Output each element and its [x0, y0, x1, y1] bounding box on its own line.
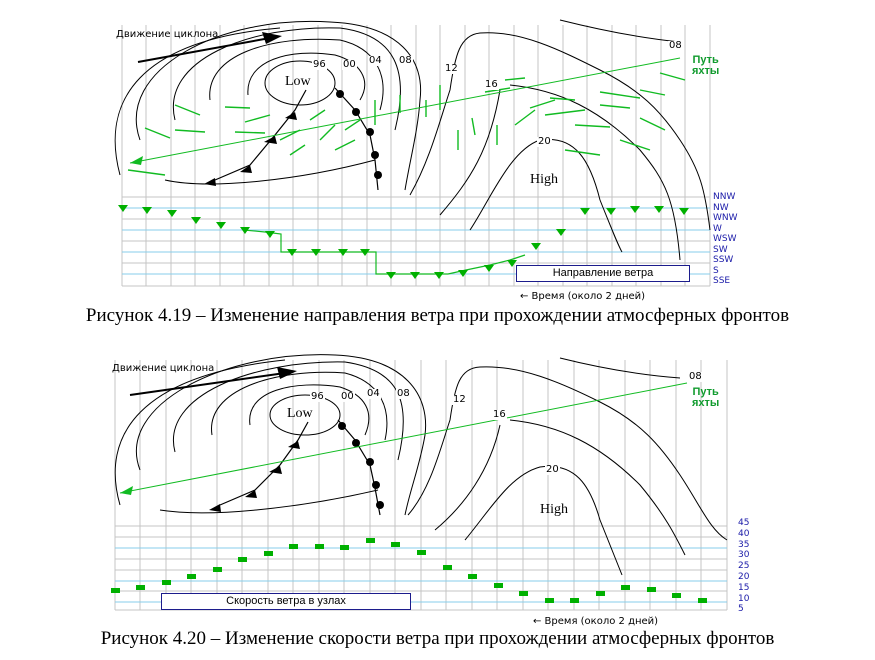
- axis-label-45: 45: [738, 518, 750, 528]
- isobar-label-16: 16: [484, 79, 499, 90]
- isobars: [114, 354, 728, 576]
- wind-direction-chart: [114, 19, 711, 287]
- vertical-grid: [114, 360, 728, 610]
- yacht-path-label-line1: Путь: [692, 386, 719, 398]
- axis-label-15: 15: [738, 582, 750, 593]
- legend-wind-direction: Направление ветра: [516, 265, 690, 282]
- axis-label-sse: SSE: [713, 276, 731, 286]
- isobar-label-08-right: 08: [668, 40, 683, 51]
- yacht-path: [129, 57, 681, 165]
- isobars: [114, 19, 711, 261]
- yacht-path-label-line2: яхты: [692, 65, 720, 77]
- axis-label-35: 35: [738, 539, 750, 550]
- axis-label-nnw: NNW: [713, 192, 736, 202]
- axis-label-nw: NW: [713, 202, 729, 213]
- axis-label-wsw: WSW: [713, 234, 737, 244]
- wind-speed-chart: [111, 354, 728, 611]
- isobar-label-00: 00: [340, 391, 355, 402]
- isobar-label-08: 08: [398, 55, 413, 66]
- figure-caption: Рисунок 4.19 – Изменение направления вет…: [85, 305, 790, 326]
- isobar-label-20: 20: [545, 464, 560, 475]
- vertical-grid: [121, 25, 711, 286]
- isobar-label-16: 16: [492, 409, 507, 420]
- isobar-label-04: 04: [366, 388, 381, 399]
- yacht-path-label-line1: Путь: [692, 54, 719, 66]
- isobar-label-08-right: 08: [688, 371, 703, 382]
- axis-label-sw: SW: [713, 244, 728, 255]
- axis-label-40: 40: [738, 528, 750, 539]
- direction-markers: [118, 205, 689, 279]
- axis-label-w: W: [713, 223, 722, 234]
- low-pressure-label: Low: [285, 74, 311, 89]
- yacht-path-label: Путь яхты: [692, 55, 719, 77]
- cyclone-motion-label: Движение циклона: [112, 363, 215, 374]
- isobar-label-12: 12: [452, 394, 467, 405]
- figure-caption: Рисунок 4.20 – Изменение скорости ветра …: [100, 628, 775, 649]
- high-pressure-label: High: [540, 502, 568, 517]
- isobar-label-96: 96: [312, 59, 327, 70]
- speed-markers: [111, 538, 707, 603]
- axis-label-30: 30: [738, 550, 750, 561]
- wind-arrows: [127, 72, 686, 176]
- axis-label-ssw: SSW: [713, 255, 734, 265]
- cyclone-motion-arrow: [129, 367, 297, 396]
- time-axis-label: ← Время (около 2 дней): [533, 616, 659, 627]
- figure-wind-speed: Движение циклона 96 00 04 08 12 16 20 08…: [0, 340, 875, 660]
- front-markers: [209, 422, 384, 512]
- time-axis-label: ← Время (около 2 дней): [520, 291, 646, 302]
- yacht-path: [119, 382, 688, 495]
- speed-axis-labels: 45 40 35 30 25 20 15 10 5: [738, 518, 749, 615]
- low-pressure-label: Low: [287, 406, 313, 421]
- axis-label-25: 25: [738, 561, 750, 572]
- front-markers: [204, 90, 382, 186]
- yacht-path-label-line2: яхты: [692, 397, 720, 409]
- axis-label-s: S: [713, 265, 719, 276]
- direction-axis-labels: NNW NW WNW W WSW SW SSW S SSE: [713, 192, 738, 287]
- isobar-label-04: 04: [368, 55, 383, 66]
- yacht-path-label: Путь яхты: [692, 387, 719, 409]
- axis-label-5: 5: [738, 604, 744, 615]
- isobar-label-20: 20: [537, 136, 552, 147]
- high-pressure-label: High: [530, 172, 558, 187]
- legend-wind-speed: Скорость ветра в узлах: [161, 593, 411, 610]
- isobar-label-12: 12: [444, 63, 459, 74]
- axis-label-wnw: WNW: [713, 213, 738, 223]
- fronts: [214, 87, 379, 191]
- isobar-label-00: 00: [342, 59, 357, 70]
- axis-label-20: 20: [738, 571, 750, 582]
- axis-label-10: 10: [738, 593, 750, 604]
- figure-wind-direction: Движение циклона 96 00 04 08 12 16 20 08…: [85, 19, 790, 326]
- fronts: [219, 419, 381, 516]
- isobar-label-96: 96: [310, 391, 325, 402]
- cyclone-motion-label: Движение циклона: [116, 29, 219, 40]
- cyclone-motion-arrow: [137, 32, 282, 63]
- isobar-label-08: 08: [396, 388, 411, 399]
